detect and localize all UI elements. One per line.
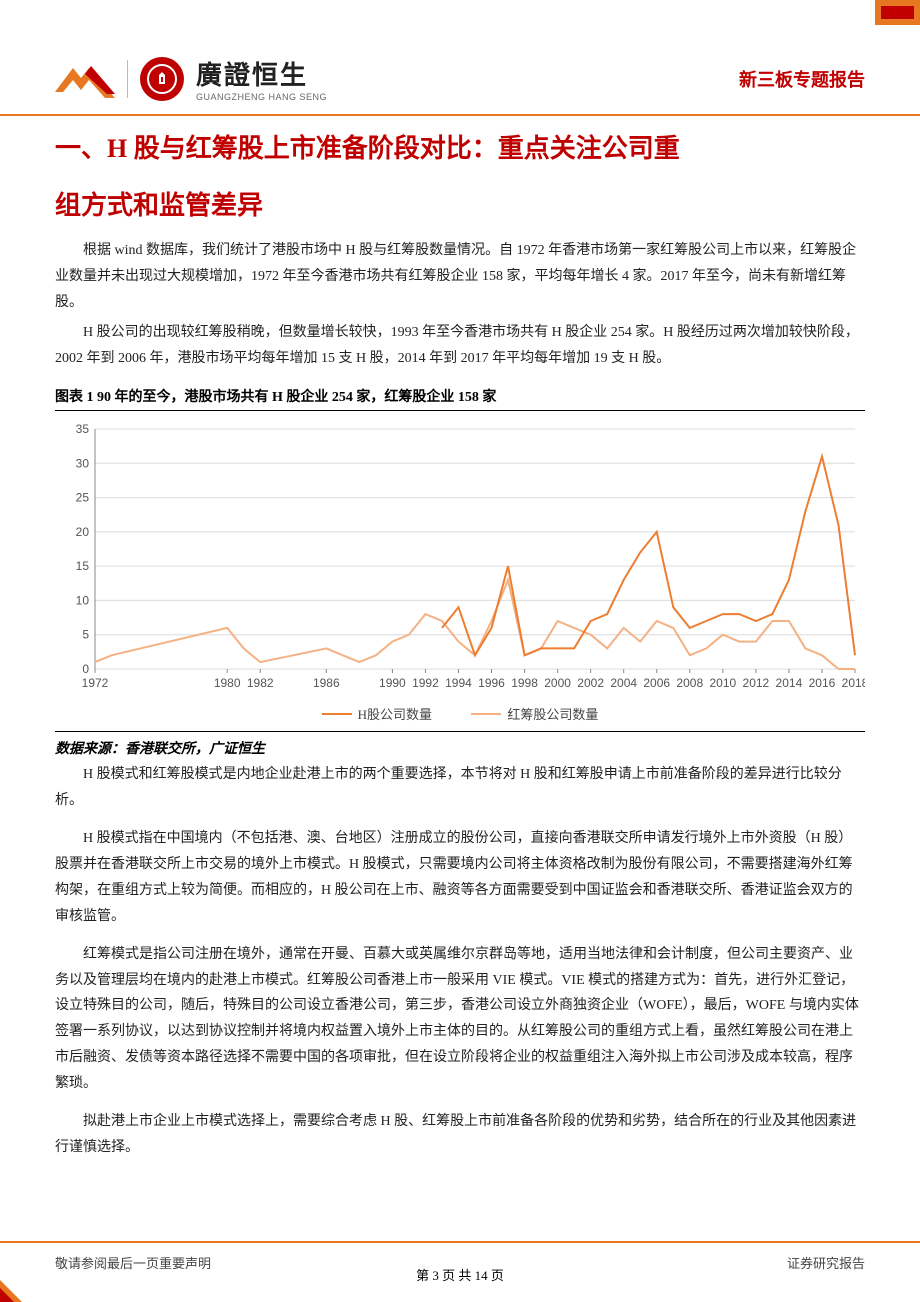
page-header: 廣證恒生 GUANGZHENG HANG SENG 新三板专题报告 (0, 55, 920, 116)
brand-name-en: GUANGZHENG HANG SENG (196, 92, 327, 102)
svg-text:30: 30 (76, 456, 90, 470)
chart-container: 0 5 10 15 20 25 30 35 1972 1980 1982 1986 1990 1992 19… (55, 419, 865, 699)
svg-text:0: 0 (82, 662, 89, 676)
svg-text:1994: 1994 (445, 676, 472, 690)
svg-text:1972: 1972 (82, 676, 109, 690)
svg-text:1998: 1998 (511, 676, 538, 690)
svg-text:1992: 1992 (412, 676, 439, 690)
svg-text:5: 5 (82, 628, 89, 642)
legend-swatch-red (471, 713, 501, 715)
svg-text:2002: 2002 (577, 676, 604, 690)
corner-accent (875, 0, 920, 25)
svg-text:1982: 1982 (247, 676, 274, 690)
svg-text:2010: 2010 (709, 676, 736, 690)
page-content: 一、H 股与红筹股上市准备阶段对比：重点关注公司重 组方式和监管差异 根据 wi… (55, 120, 865, 1161)
chart-title: 图表 1 90 年的至今，港股市场共有 H 股企业 254 家，红筹股企业 15… (55, 386, 865, 411)
svg-text:2004: 2004 (610, 676, 637, 690)
section-title-line1: 一、H 股与红筹股上市准备阶段对比：重点关注公司重 (55, 120, 865, 177)
bottom-corner-accent-inner (0, 1288, 14, 1302)
svg-text:2018: 2018 (842, 676, 865, 690)
line-chart: 0 5 10 15 20 25 30 35 1972 1980 1982 1986 1990 1992 19… (55, 419, 865, 699)
legend-label-red: 红筹股公司数量 (507, 704, 598, 723)
svg-text:2014: 2014 (776, 676, 803, 690)
legend-item-red: 红筹股公司数量 (471, 704, 598, 723)
section-title-line2: 组方式和监管差异 (55, 177, 865, 234)
report-type-label: 新三板专题报告 (739, 66, 865, 92)
legend-swatch-h (322, 713, 352, 715)
paragraph-6: 拟赴港上市企业上市模式选择上，需要综合考虑 H 股、红筹股上市前准备各阶段的优势… (55, 1109, 865, 1161)
paragraph-1: 根据 wind 数据库，我们统计了港股市场中 H 股与红筹股数量情况。自 197… (55, 238, 865, 316)
legend-item-h: H股公司数量 (322, 704, 432, 723)
svg-text:2006: 2006 (643, 676, 670, 690)
svg-text:1990: 1990 (379, 676, 406, 690)
svg-text:35: 35 (76, 422, 90, 436)
chart-legend: H股公司数量 红筹股公司数量 (55, 699, 865, 733)
svg-text:25: 25 (76, 490, 90, 504)
logo-divider (127, 60, 128, 98)
corner-accent-inner (881, 6, 914, 19)
svg-text:15: 15 (76, 559, 90, 573)
svg-text:2008: 2008 (676, 676, 703, 690)
legend-label-h: H股公司数量 (358, 704, 432, 723)
footer-page-number: 第 3 页 共 14 页 (0, 1265, 920, 1284)
paragraph-4: H 股模式指在中国境内（不包括港、澳、台地区）注册成立的股份公司，直接向香港联交… (55, 826, 865, 930)
logo-group: 廣證恒生 GUANGZHENG HANG SENG (55, 55, 327, 102)
svg-text:2016: 2016 (809, 676, 836, 690)
svg-text:10: 10 (76, 593, 90, 607)
svg-text:2012: 2012 (743, 676, 770, 690)
svg-text:2000: 2000 (544, 676, 571, 690)
svg-text:1986: 1986 (313, 676, 340, 690)
data-source: 数据来源：香港联交所，广证恒生 (55, 738, 865, 758)
svg-text:1996: 1996 (478, 676, 505, 690)
paragraph-3: H 股模式和红筹股模式是内地企业赴港上市的两个重要选择，本节将对 H 股和红筹股… (55, 762, 865, 814)
svg-text:20: 20 (76, 525, 90, 539)
paragraph-5: 红筹模式是指公司注册在境外，通常在开曼、百慕大或英属维尔京群岛等地，适用当地法律… (55, 942, 865, 1097)
logo-seal-icon (140, 57, 184, 101)
logo-text: 廣證恒生 GUANGZHENG HANG SENG (196, 55, 327, 102)
brand-name-cn: 廣證恒生 (196, 55, 327, 92)
paragraph-2: H 股公司的出现较红筹股稍晚，但数量增长较快，1993 年至今香港市场共有 H … (55, 320, 865, 372)
logo-yf-icon (55, 60, 115, 98)
svg-text:1980: 1980 (214, 676, 241, 690)
